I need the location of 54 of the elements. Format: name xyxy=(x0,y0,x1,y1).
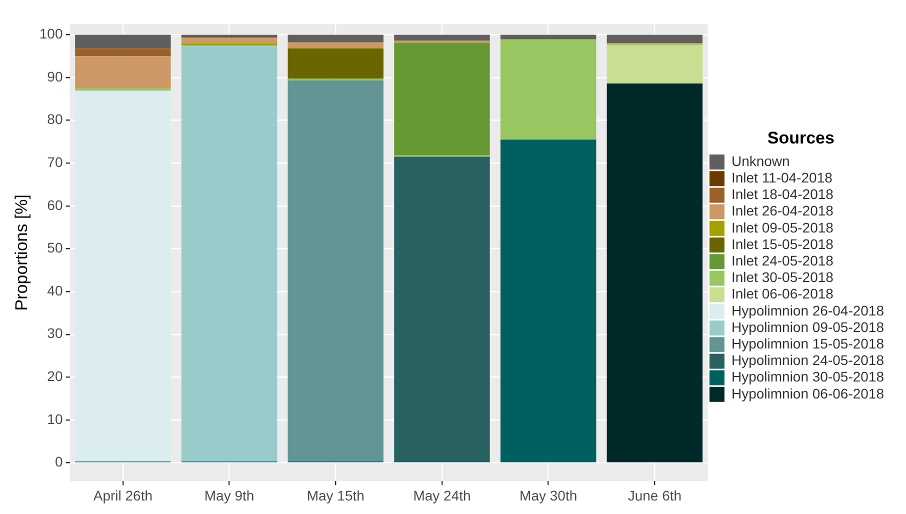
legend-label: Inlet 15-05-2018 xyxy=(731,236,834,252)
y-axis-title: Proportions [%] xyxy=(12,194,31,311)
bar xyxy=(181,46,278,462)
bar xyxy=(500,140,596,462)
x-tick-label: May 24th xyxy=(413,487,471,504)
bar xyxy=(288,80,384,462)
legend-label: Hypolimnion 30-05-2018 xyxy=(731,368,884,385)
y-tick-label: 60 xyxy=(47,196,63,213)
bar xyxy=(500,39,596,140)
legend-label: Hypolimnion 09-05-2018 xyxy=(731,318,884,335)
bar xyxy=(75,34,171,48)
bar xyxy=(288,34,384,42)
legend-title: Sources xyxy=(767,128,834,148)
bar xyxy=(181,34,278,38)
y-tick-label: 70 xyxy=(47,154,63,170)
y-tick-label: 50 xyxy=(47,240,63,256)
y-tick-label: 100 xyxy=(39,26,63,42)
bar xyxy=(606,84,703,462)
y-tick-label: 10 xyxy=(47,410,63,427)
bar xyxy=(606,45,703,84)
legend-label: Inlet 06-06-2018 xyxy=(731,286,834,302)
y-tick-label: 90 xyxy=(47,68,63,84)
bar xyxy=(606,34,703,44)
bar xyxy=(394,156,490,462)
bar xyxy=(75,48,171,56)
y-tick-label: 20 xyxy=(47,368,63,384)
x-tick-label: May 15th xyxy=(306,487,364,504)
legend-label: Hypolimnion 15-05-2018 xyxy=(731,335,884,352)
bar xyxy=(75,90,171,462)
bar xyxy=(181,38,278,44)
legend-label: Inlet 26-04-2018 xyxy=(731,202,834,219)
legend-label: Inlet 11-04-2018 xyxy=(731,169,833,186)
x-tick-label: June 6th xyxy=(628,487,682,504)
legend-label: Inlet 30-05-2018 xyxy=(731,269,834,286)
legend-label: Hypolimnion 24-05-2018 xyxy=(731,352,884,368)
bar xyxy=(500,34,596,40)
bar xyxy=(394,42,490,156)
bar xyxy=(288,42,384,48)
x-tick-label: April 26th xyxy=(93,487,153,504)
y-tick-label: 80 xyxy=(47,111,63,128)
bar xyxy=(394,34,490,41)
legend-label: Unknown xyxy=(731,152,790,169)
legend-label: Inlet 09-05-2018 xyxy=(731,219,834,236)
y-tick-label: 40 xyxy=(47,282,63,298)
bar xyxy=(75,56,171,89)
x-tick-label: May 9th xyxy=(204,487,254,504)
bar xyxy=(288,48,384,79)
y-tick-label: 30 xyxy=(47,325,63,342)
legend-label: Inlet 18-04-2018 xyxy=(731,186,834,202)
x-tick-label: May 30th xyxy=(520,487,578,504)
legend-label: Inlet 24-05-2018 xyxy=(731,252,834,268)
y-tick-label: 0 xyxy=(54,454,63,470)
legend-label: Hypolimnion 06-06-2018 xyxy=(731,385,884,402)
legend-label: Hypolimnion 26-04-2018 xyxy=(731,302,884,318)
